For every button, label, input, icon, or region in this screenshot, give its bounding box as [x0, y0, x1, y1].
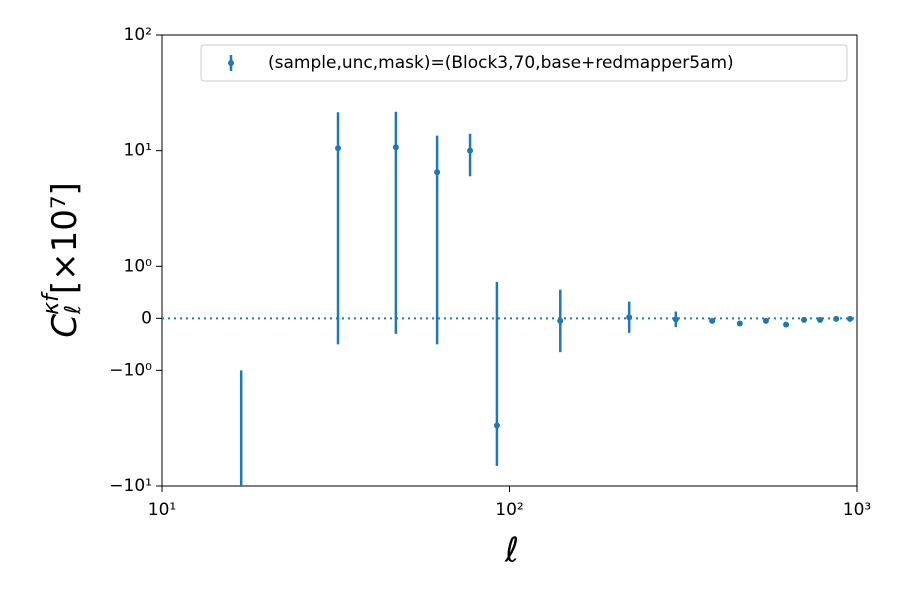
legend-marker — [228, 60, 234, 66]
y-tick-label: 0 — [141, 308, 152, 328]
y-tick-label: −10⁰ — [109, 360, 152, 380]
data-point — [672, 316, 679, 323]
data-point — [335, 145, 342, 152]
data-point — [762, 317, 769, 324]
y-axis-label: Cℓκf[×10⁷] — [39, 182, 86, 337]
plot-area — [162, 111, 857, 509]
x-tick-label: 10¹ — [148, 500, 176, 520]
data-point — [833, 315, 840, 322]
data-point — [847, 315, 854, 322]
data-point — [493, 422, 500, 429]
y-label-rest: [×10⁷] — [45, 182, 85, 294]
x-axis-label: ℓ — [504, 531, 519, 571]
data-point — [783, 321, 790, 328]
y-label-base: C — [45, 314, 85, 338]
data-point — [709, 317, 716, 324]
data-point — [467, 147, 474, 154]
x-tick-label: 10³ — [843, 500, 871, 520]
y-tick-label: 10² — [124, 25, 152, 45]
data-point — [817, 316, 824, 323]
data-point — [557, 317, 564, 324]
data-point — [392, 144, 399, 151]
data-point — [801, 316, 808, 323]
legend-label: (sample,unc,mask)=(Block3,70,base+redmap… — [268, 53, 734, 73]
y-tick-label: −10¹ — [109, 476, 152, 496]
y-label-sub: ℓ — [61, 305, 86, 315]
data-point — [626, 314, 633, 321]
x-tick-label: 10² — [495, 500, 523, 520]
y-tick-label: 10¹ — [124, 141, 152, 161]
y-tick-label: 10⁰ — [124, 256, 153, 276]
data-point — [736, 320, 743, 327]
data-point — [238, 503, 244, 509]
plot-frame — [161, 34, 858, 487]
data-point — [434, 169, 441, 176]
y-label-sup: κf — [39, 291, 64, 315]
legend-box — [200, 44, 848, 82]
